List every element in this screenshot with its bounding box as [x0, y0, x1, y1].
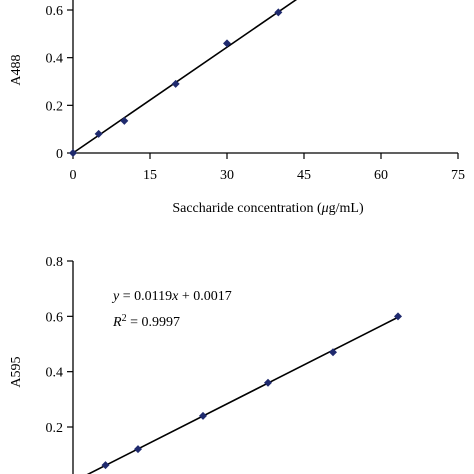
top-y-axis-title: A488 [9, 54, 24, 85]
bottom-y-tick-label: 0.4 [46, 366, 64, 381]
top-data-point [69, 149, 77, 157]
top-trendline [72, 0, 298, 154]
top-x-tick-label: 60 [374, 168, 388, 183]
top-y-tick-label: 0.4 [46, 52, 64, 67]
bottom-data-point [394, 312, 402, 321]
chart-top: 0 0.2 0.4 0.6 0 15 30 45 60 75 A488 Saccharide co… [9, 0, 465, 216]
bottom-data-point [101, 461, 110, 470]
top-data-point [120, 116, 129, 125]
top-x-axis-title: Saccharide concentration (μg/mL) [172, 201, 364, 216]
bottom-data-point [134, 445, 142, 454]
top-plot-area: 0 0.2 0.4 0.6 0 15 30 45 60 75 [46, 0, 465, 183]
bottom-trendline [86, 316, 399, 474]
bottom-y-axis-title: A595 [9, 356, 24, 387]
top-x-tick-label: 45 [297, 168, 311, 183]
bottom-data-point [199, 411, 207, 420]
top-x-tick-label: 75 [451, 168, 465, 183]
top-data-point [94, 129, 103, 138]
chart-bottom: 0.8 0.6 0.4 0.2 A595 y = 0.0119x + 0.0017 R… [9, 255, 402, 474]
top-data-point [274, 8, 283, 17]
bottom-data-point [264, 378, 272, 387]
r-squared: R2 = 0.9997 [112, 313, 180, 331]
top-data-point [223, 39, 231, 48]
regression-equation: y = 0.0119x + 0.0017 [111, 289, 232, 304]
bottom-y-tick-label: 0.2 [46, 421, 64, 436]
top-y-tick-label: 0.6 [46, 4, 64, 19]
bottom-plot-area: 0.8 0.6 0.4 0.2 [46, 255, 402, 474]
top-y-tick-label: 0 [56, 147, 63, 162]
top-x-tick-label: 0 [70, 168, 77, 183]
top-data-point [171, 79, 180, 88]
top-x-tick-label: 15 [143, 168, 157, 183]
bottom-y-tick-label: 0.6 [46, 310, 64, 325]
bottom-y-tick-label: 0.8 [46, 255, 64, 270]
bottom-data-point [329, 348, 337, 357]
top-y-tick-label: 0.2 [46, 99, 64, 114]
top-x-tick-label: 30 [220, 168, 234, 183]
